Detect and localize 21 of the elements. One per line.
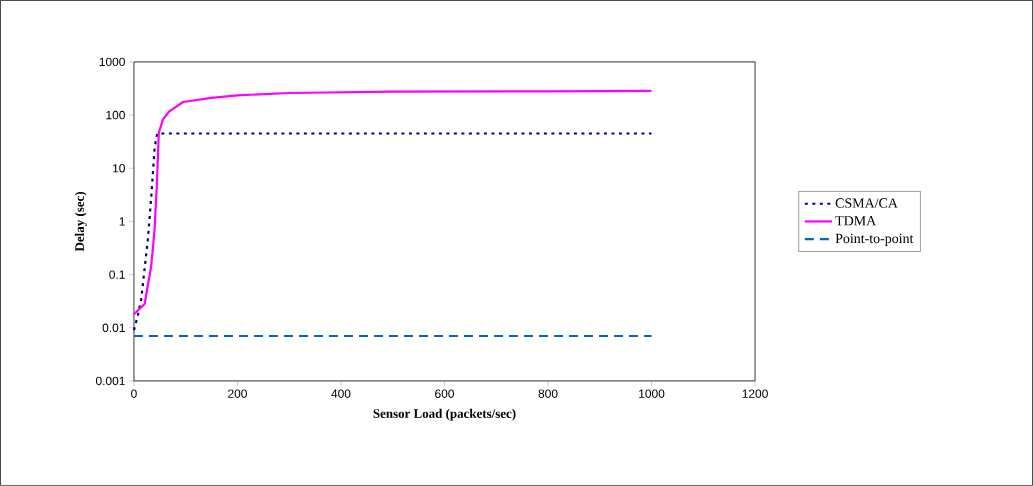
y-tick-label: 1000 [99, 57, 125, 67]
x-tick-label: 0 [131, 389, 137, 398]
y-axis-title: Delay (sec) [74, 192, 87, 252]
legend-label: TDMA [835, 216, 877, 226]
line-series [132, 89, 653, 316]
y-tick-label: 100 [106, 110, 125, 120]
y-tick-label: 0.01 [102, 323, 125, 333]
y-tick-label: 0.1 [109, 270, 125, 279]
x-tick-label: 200 [228, 389, 247, 398]
legend-label: Point-to-point [835, 233, 914, 247]
legend-label: CSMA/CA [835, 198, 898, 208]
y-tick-label: 10 [113, 164, 125, 173]
x-tick-label: 1200 [742, 389, 768, 398]
x-tick-label: 1000 [639, 389, 665, 398]
x-tick-label: 800 [538, 389, 558, 398]
line-series [132, 132, 653, 332]
x-axis-title: Sensor Load (packets/sec) [373, 408, 516, 421]
x-tick-label: 600 [435, 389, 455, 398]
x-tick-label: 400 [331, 389, 351, 398]
y-tick-label: 0.001 [95, 376, 125, 386]
y-tick-label: 1 [119, 217, 125, 226]
